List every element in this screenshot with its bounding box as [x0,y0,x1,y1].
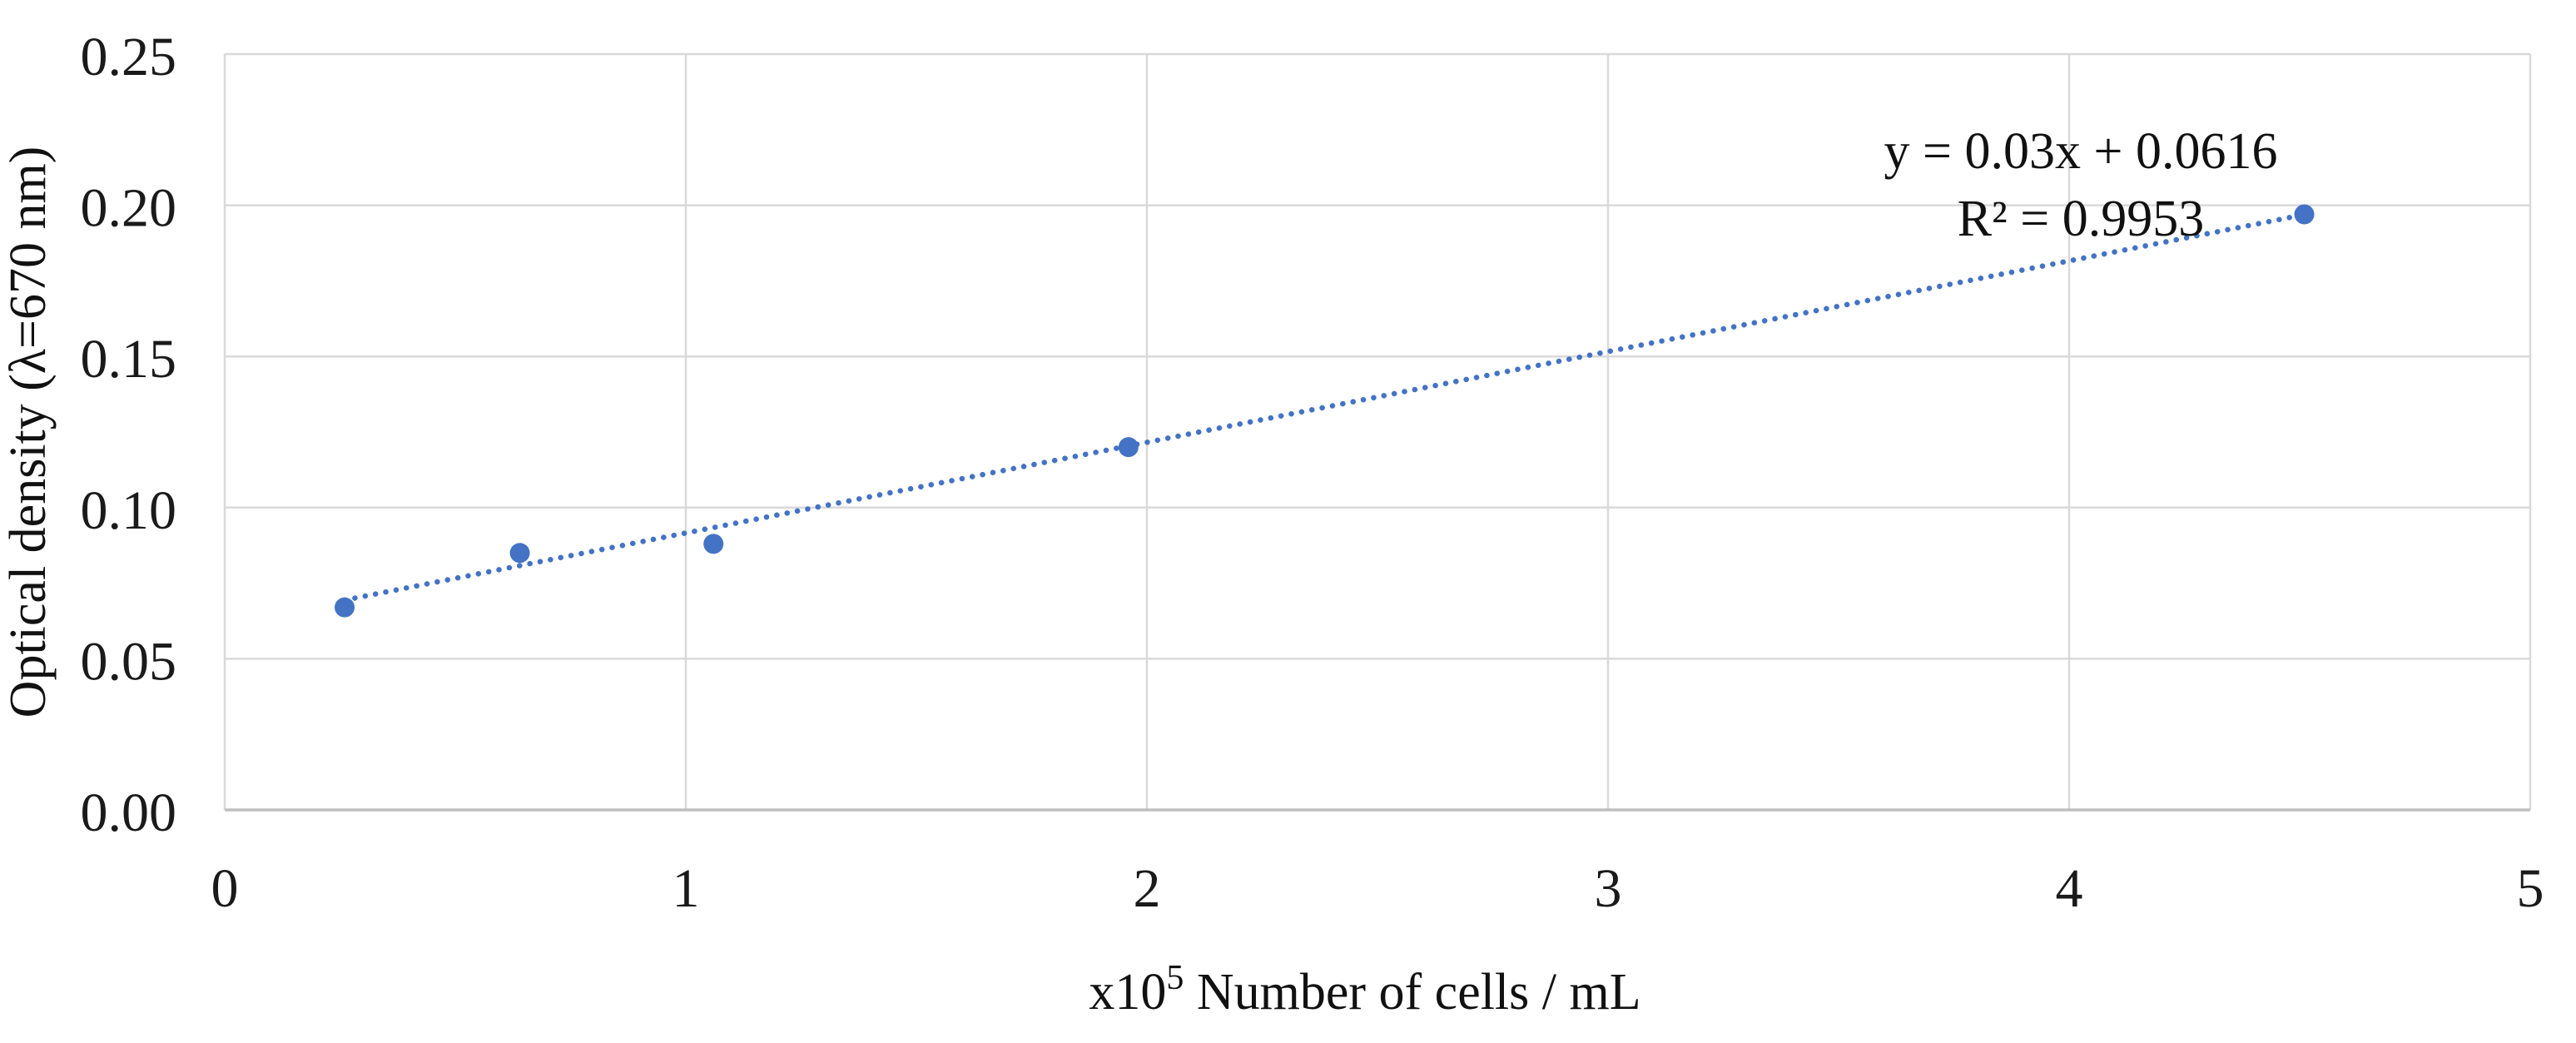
x-tick-label: 5 [2517,858,2544,919]
y-tick-label: 0.00 [81,782,177,843]
data-point [703,534,724,554]
trendline [341,211,2307,603]
x-axis-title: x105 Number of cells / mL [1089,959,1640,1021]
y-tick-label: 0.15 [81,329,177,390]
x-tick-label: 0 [211,858,239,919]
y-axis-title: Optical density (λ=670 nm) [0,147,57,718]
trendline-equation: y = 0.03x + 0.0616 [1884,123,2278,180]
x-tick-label: 2 [1134,858,1161,919]
data-point [509,543,530,564]
y-tick-label: 0.20 [81,178,177,239]
trendline-layer [341,211,2307,603]
y-tick-label: 0.25 [81,27,177,87]
data-points-layer [335,204,2315,618]
data-point [2294,204,2315,225]
data-point [335,597,355,618]
y-tick-label: 0.05 [81,631,177,692]
data-point [1118,437,1139,458]
labels-layer: 0.00 0.05 0.10 0.15 0.20 0.25 0 1 2 3 4 5 y = 0.03x … [0,27,2544,1021]
x-tick-label: 4 [2056,858,2083,919]
x-tick-label: 3 [1595,858,1622,919]
x-tick-label: 1 [673,858,700,919]
y-tick-label: 0.10 [81,480,177,541]
r-squared-label: R² = 0.9953 [1958,191,2204,247]
